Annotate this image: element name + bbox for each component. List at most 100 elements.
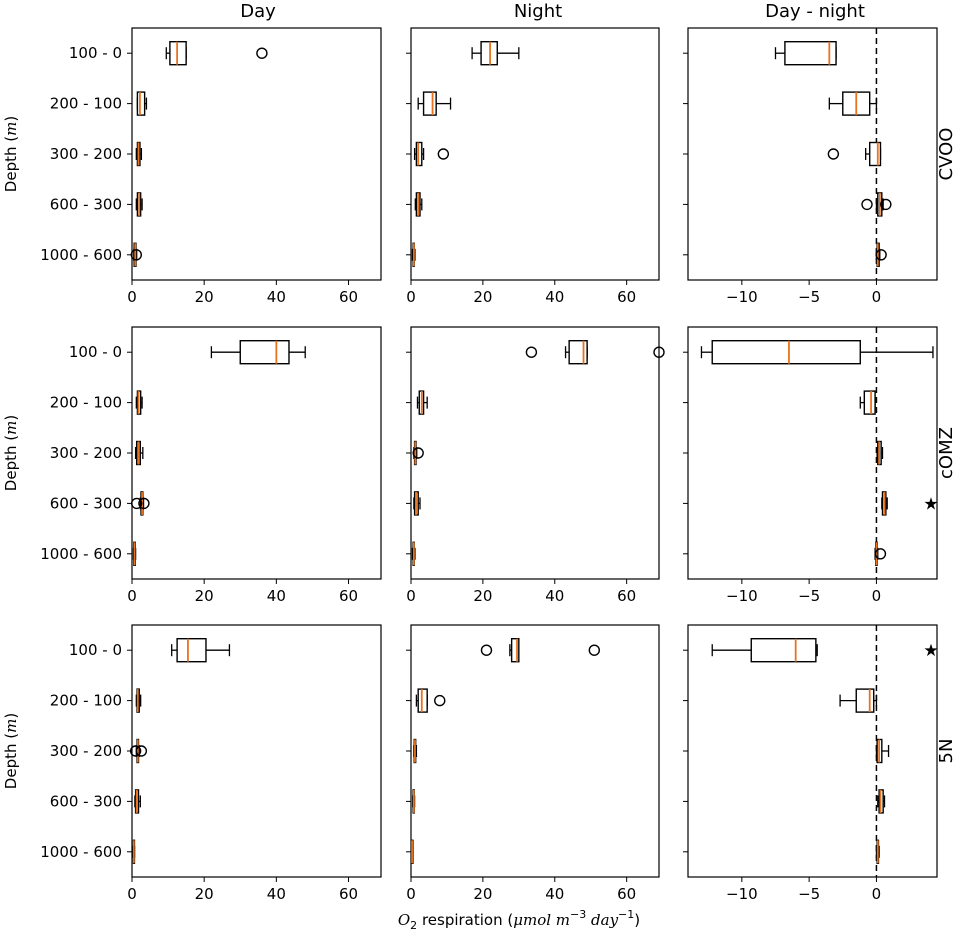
- y-tick-label: 100 - 0: [69, 343, 122, 361]
- y-axis-label: Depth (m): [2, 415, 20, 491]
- box-200-100: [136, 91, 148, 116]
- iqr-box: [422, 91, 437, 116]
- x-tick-label: 0: [406, 587, 416, 605]
- outlier-point: [129, 745, 142, 757]
- box-1000-600: [130, 242, 143, 268]
- x-tick-label: 40: [267, 885, 286, 903]
- box-300-200: [134, 440, 144, 466]
- y-tick-label: 1000 - 600: [40, 246, 122, 264]
- box-300-200: [413, 738, 418, 764]
- box-600-300: [134, 789, 141, 814]
- box-100-0: [171, 638, 231, 663]
- iqr-box: [169, 41, 187, 66]
- y-tick-label: 100 - 0: [69, 44, 122, 62]
- box-100-0: [165, 41, 268, 66]
- box-600-300: [130, 491, 150, 516]
- box-600-300: [412, 789, 416, 814]
- y-tick-label: 200 - 100: [50, 692, 122, 710]
- x-axis-label: O2 respiration (μmol m−3 day−1): [398, 908, 640, 932]
- y-tick-label: 600 - 300: [50, 494, 122, 512]
- x-tick-label: 0: [127, 288, 137, 306]
- axes-frame: [687, 27, 938, 281]
- outlier-point: [130, 249, 143, 261]
- x-tick-label: 60: [339, 288, 358, 306]
- x-tick-label: 40: [545, 288, 564, 306]
- box-200-100: [416, 390, 428, 415]
- box-300-200: [135, 141, 143, 167]
- box-1000-600: [875, 839, 880, 864]
- outlier-point: [412, 447, 424, 459]
- panel-cvoo-day-night: −10 −5 0: [683, 27, 938, 306]
- box-100-0: [711, 638, 818, 663]
- box-600-300: [861, 192, 892, 217]
- panel-comz-night: 0 20 40 60: [406, 326, 665, 605]
- box-300-200: [875, 738, 890, 764]
- x-tick-label: 20: [195, 288, 214, 306]
- y-tick-label: 100 - 0: [69, 641, 122, 659]
- iqr-box: [239, 340, 290, 365]
- iqr-box: [784, 41, 837, 66]
- box-1000-600: [411, 242, 416, 268]
- box-1000-600: [132, 541, 137, 566]
- axes-frame: [131, 326, 382, 580]
- iqr-box: [510, 638, 520, 663]
- y-tick-label: 300 - 200: [50, 145, 122, 163]
- row-label-comz: cOMZ: [936, 427, 957, 479]
- y-axis-label: Depth (m): [2, 116, 20, 192]
- significance-star: ★: [923, 641, 938, 661]
- outlier-point: [480, 644, 493, 656]
- x-tick-label: 20: [473, 885, 492, 903]
- iqr-box: [750, 638, 817, 663]
- axes-frame: [410, 326, 660, 580]
- x-tick-label: 0: [872, 885, 882, 903]
- y-tick-label: 300 - 200: [50, 444, 122, 462]
- outlier-point: [875, 249, 887, 261]
- box-200-100: [415, 688, 446, 713]
- box-300-200: [827, 141, 882, 167]
- box-600-300: [414, 192, 423, 217]
- outlier-point: [525, 346, 538, 358]
- x-tick-label: −5: [798, 288, 820, 306]
- x-tick-label: 0: [127, 885, 137, 903]
- panels-layer: 0 20 40 60 100 - 0 200 - 100 300 - 200 600 - 30…: [2, 27, 939, 903]
- box-200-100: [859, 390, 876, 415]
- x-tick-label: 20: [473, 288, 492, 306]
- box-100-0: [210, 340, 306, 365]
- outlier-point: [437, 148, 450, 160]
- iqr-box: [855, 688, 875, 713]
- box-1000-600: [411, 839, 414, 864]
- box-200-100: [417, 91, 452, 116]
- x-tick-label: 20: [195, 587, 214, 605]
- iqr-box: [863, 390, 876, 415]
- x-tick-label: 0: [406, 885, 416, 903]
- column-title-day-minus-night: Day - night: [765, 1, 865, 22]
- box-600-300: [135, 192, 143, 217]
- axes-frame: [131, 27, 382, 281]
- x-tick-label: 0: [127, 587, 137, 605]
- y-tick-label: 600 - 300: [50, 195, 122, 213]
- panel-cvoo-night: 0 20 40 60: [406, 27, 660, 306]
- x-tick-label: 0: [406, 288, 416, 306]
- box-600-300: [877, 789, 886, 814]
- outlier-point: [256, 47, 268, 59]
- box-1000-600: [132, 839, 136, 864]
- box-300-200: [876, 440, 884, 466]
- axes-frame: [687, 326, 938, 580]
- x-tick-label: −10: [726, 885, 758, 903]
- x-tick-label: 60: [617, 587, 636, 605]
- x-tick-label: −10: [726, 288, 758, 306]
- x-tick-label: 40: [545, 885, 564, 903]
- outlier-point: [874, 548, 887, 560]
- x-tick-label: 20: [473, 587, 492, 605]
- x-tick-label: −5: [798, 587, 820, 605]
- box-100-0: [700, 340, 934, 365]
- iqr-box: [869, 141, 882, 167]
- y-tick-label: 1000 - 600: [40, 545, 122, 563]
- panel-5n-day: 0 20 40 60 100 - 0 200 - 100 300 - 200 600 - 30…: [2, 624, 382, 903]
- x-tick-label: 40: [267, 587, 286, 605]
- box-100-0: [774, 41, 837, 66]
- outlier-point: [434, 694, 446, 707]
- y-tick-label: 1000 - 600: [40, 843, 122, 861]
- iqr-box: [136, 91, 146, 116]
